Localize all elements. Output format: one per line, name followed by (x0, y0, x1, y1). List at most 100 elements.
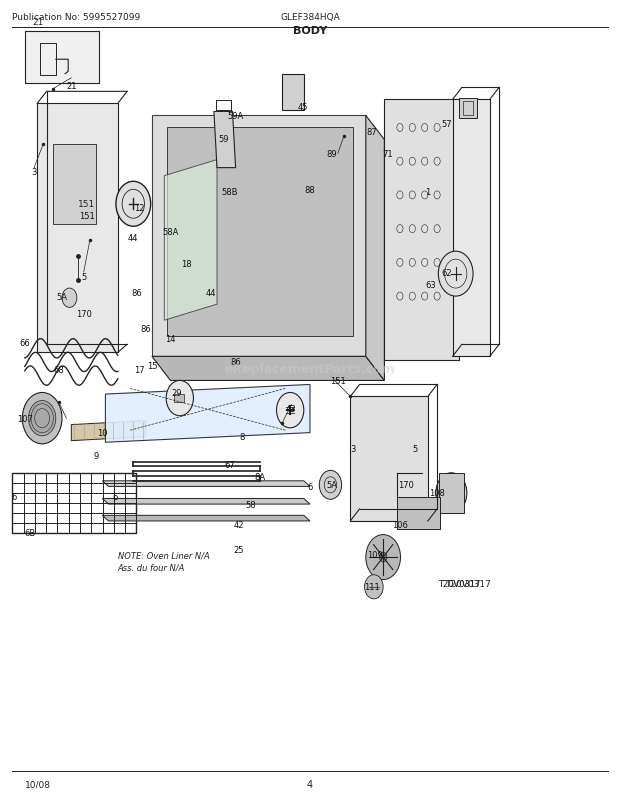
Text: eReplacementParts.com: eReplacementParts.com (224, 363, 396, 375)
Text: 6: 6 (308, 482, 312, 492)
Text: 14: 14 (166, 334, 175, 344)
Circle shape (365, 575, 383, 599)
Text: 8A: 8A (255, 472, 266, 482)
Text: 3: 3 (32, 168, 37, 177)
Text: 17: 17 (134, 366, 145, 375)
Text: 9: 9 (94, 451, 99, 460)
Text: 59: 59 (218, 135, 228, 144)
Polygon shape (102, 499, 310, 504)
Circle shape (29, 401, 56, 436)
Text: 151: 151 (78, 200, 95, 209)
Text: 58: 58 (246, 500, 257, 510)
Text: 71: 71 (382, 149, 393, 159)
Text: 151: 151 (330, 376, 346, 386)
Text: 109: 109 (367, 550, 383, 560)
Bar (459, 99, 477, 119)
Polygon shape (152, 116, 366, 357)
Text: 58A: 58A (162, 228, 179, 237)
Text: T20V0317: T20V0317 (445, 579, 491, 589)
Text: 107: 107 (17, 414, 33, 423)
Text: 86: 86 (131, 288, 142, 298)
Circle shape (22, 393, 62, 444)
Text: 6: 6 (112, 492, 117, 502)
Text: 87: 87 (366, 128, 378, 137)
Text: 43: 43 (286, 404, 297, 414)
Text: 170: 170 (76, 310, 92, 319)
Text: 5: 5 (81, 272, 86, 282)
Text: Publication No: 5995527099: Publication No: 5995527099 (12, 13, 141, 22)
Text: 45: 45 (298, 103, 308, 112)
Text: 10/08: 10/08 (25, 780, 51, 789)
Text: 111: 111 (364, 582, 380, 592)
Text: 89: 89 (326, 149, 337, 159)
Polygon shape (350, 397, 428, 521)
Polygon shape (397, 497, 440, 529)
Bar (282, 75, 304, 111)
Text: 170: 170 (398, 480, 414, 490)
Polygon shape (167, 128, 353, 337)
Text: 21: 21 (33, 18, 44, 27)
Text: 86: 86 (230, 358, 241, 367)
Polygon shape (214, 112, 236, 168)
Text: 62: 62 (441, 268, 452, 277)
Polygon shape (102, 481, 310, 487)
Bar (439, 473, 464, 513)
Text: 5: 5 (413, 444, 418, 454)
Text: 10: 10 (97, 428, 107, 438)
Text: 59A: 59A (228, 111, 244, 121)
Text: 108: 108 (429, 488, 445, 498)
Text: 68: 68 (53, 366, 64, 375)
Text: NOTE: Oven Liner N/A: NOTE: Oven Liner N/A (118, 550, 210, 560)
Bar (174, 395, 184, 403)
Polygon shape (164, 160, 217, 321)
Text: 15: 15 (147, 362, 157, 371)
Text: 8: 8 (239, 432, 244, 442)
Circle shape (319, 471, 342, 500)
Text: 57: 57 (441, 119, 452, 129)
Text: 18: 18 (180, 260, 192, 269)
Polygon shape (37, 104, 118, 353)
Text: 44: 44 (206, 288, 216, 298)
Text: 106: 106 (392, 520, 408, 530)
Circle shape (277, 393, 304, 428)
Text: 88: 88 (304, 185, 316, 195)
Text: Ass. du four N/A: Ass. du four N/A (118, 562, 185, 572)
Polygon shape (53, 144, 96, 225)
Bar (40, 44, 56, 76)
Text: T20V0317: T20V0317 (438, 579, 480, 589)
Circle shape (166, 381, 193, 416)
Text: 4: 4 (307, 780, 313, 789)
Text: 12: 12 (135, 204, 144, 213)
Polygon shape (102, 516, 310, 521)
Text: 86: 86 (140, 324, 151, 334)
Text: 42: 42 (234, 520, 244, 530)
Circle shape (438, 252, 473, 297)
Text: 21: 21 (66, 82, 76, 91)
Text: 6B: 6B (24, 529, 35, 538)
Circle shape (62, 289, 77, 308)
Polygon shape (453, 100, 490, 357)
Circle shape (116, 182, 151, 227)
Bar (12, 473, 136, 533)
Circle shape (436, 473, 467, 513)
Text: 63: 63 (425, 280, 436, 290)
Bar (216, 101, 231, 111)
Text: 67: 67 (224, 460, 235, 470)
Text: 1: 1 (425, 188, 430, 197)
Text: 151: 151 (79, 212, 95, 221)
Text: GLEF384HQA: GLEF384HQA (280, 13, 340, 22)
Polygon shape (71, 421, 146, 441)
Text: 3: 3 (351, 444, 356, 454)
Text: 25: 25 (234, 545, 244, 554)
Text: 5A: 5A (56, 292, 68, 302)
Text: 66: 66 (19, 338, 30, 348)
Polygon shape (105, 385, 310, 443)
Circle shape (379, 553, 387, 562)
Text: 29: 29 (172, 388, 182, 398)
Bar (463, 102, 473, 115)
Text: 6: 6 (11, 492, 16, 502)
Polygon shape (152, 357, 384, 381)
Polygon shape (366, 116, 384, 381)
Text: BODY: BODY (293, 26, 327, 35)
Text: 44: 44 (128, 233, 138, 243)
